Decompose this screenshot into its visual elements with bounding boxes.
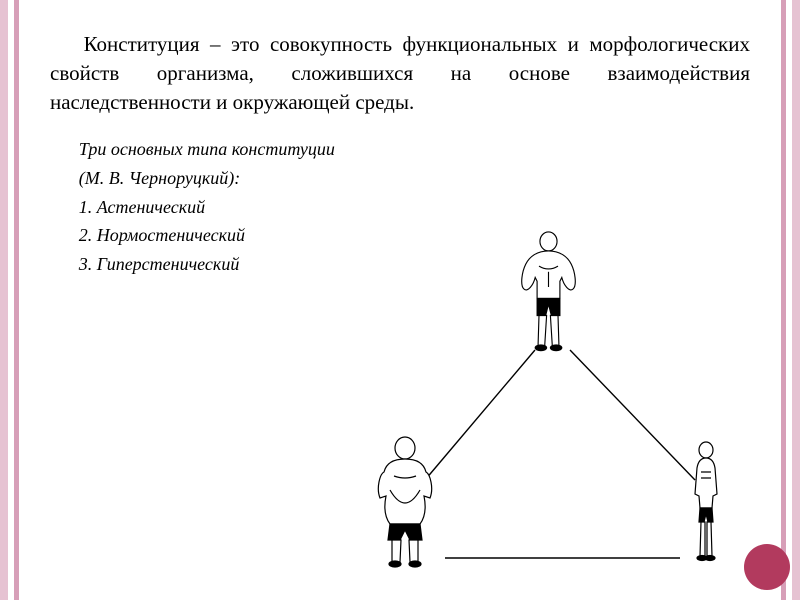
accent-circle — [744, 544, 790, 590]
edge-top-right — [570, 350, 695, 480]
border-stripe-outer — [792, 0, 800, 600]
diagram-svg — [330, 230, 770, 570]
normosthenic-figure — [522, 232, 576, 351]
hypersthenic-figure — [378, 437, 431, 567]
edge-top-left — [425, 350, 535, 480]
asthenic-figure — [695, 442, 717, 561]
border-stripe-mid — [786, 0, 792, 600]
subtitle-line-2: (М. В. Черноруцкий): — [50, 164, 750, 193]
subtitle-line-1: Три основных типа конституции — [50, 135, 750, 164]
border-stripe-inner — [14, 0, 19, 600]
diagram-edges — [425, 350, 695, 558]
border-stripe-outer — [0, 0, 8, 600]
body-types-diagram — [330, 230, 770, 570]
type-item: 1. Астенический — [50, 193, 750, 222]
definition-text: Конституция – это совокупность функциона… — [50, 30, 750, 117]
border-stripe-inner — [781, 0, 786, 600]
